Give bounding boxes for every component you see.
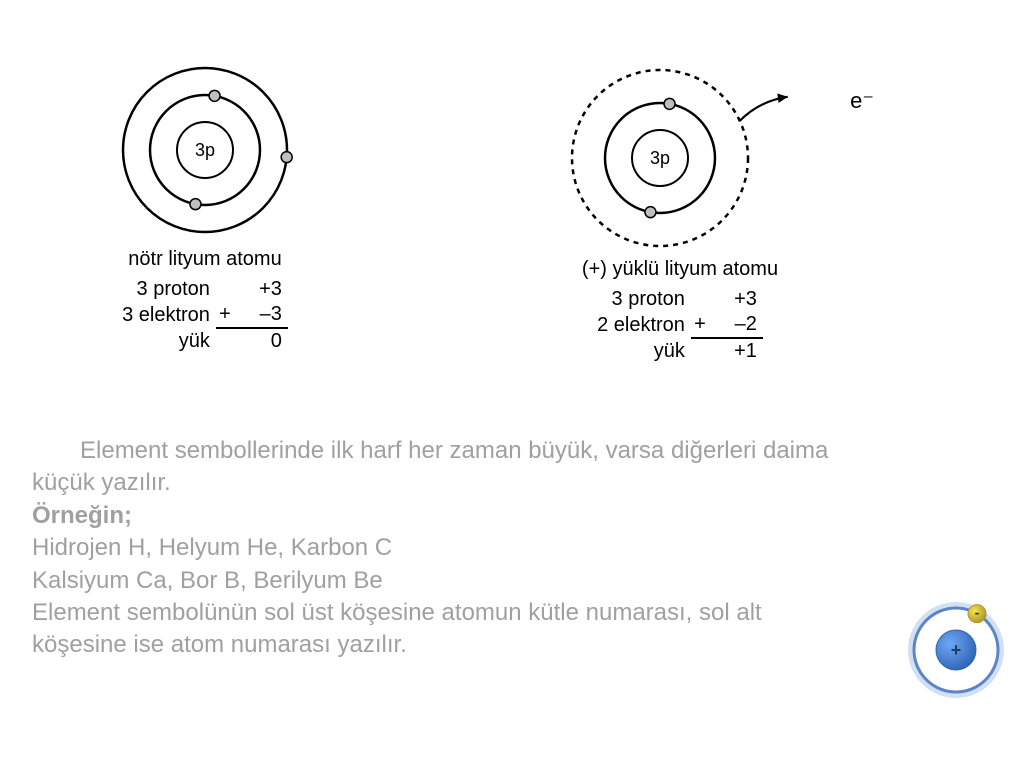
calc-label: 3 proton [122, 277, 216, 302]
calc-value: +3 [715, 287, 763, 312]
calc-result-label: yük [122, 328, 216, 354]
svg-text:3p: 3p [650, 148, 670, 168]
calc-label: 3 elektron [122, 302, 216, 328]
calc-value: –3 [240, 302, 288, 328]
calc-value: –2 [715, 312, 763, 338]
text-mass-atomic-note: Element sembolünün sol üst köşesine atom… [32, 597, 852, 662]
cation-lithium-caption: (+) yüklü lityum atomu [582, 258, 778, 281]
cation-lithium-diagram: 3p [550, 60, 810, 250]
text-examples-2: Kalsiyum Ca, Bor B, Berilyum Be [32, 565, 852, 597]
slide: 3p nötr lityum atomu 3 proton +3 3 elekt… [0, 0, 1024, 768]
corner-atom-icon: +- [906, 598, 1006, 698]
calc-result-label: yük [597, 338, 691, 364]
calc-rule [691, 338, 715, 364]
calc-op [216, 277, 240, 302]
calc-label: 3 proton [597, 287, 691, 312]
explanation-text: Element sembollerinde ilk harf her zaman… [32, 435, 852, 662]
cation-lithium-calc: 3 proton +3 2 elektron + –2 yük +1 [597, 287, 763, 364]
calc-op [691, 287, 715, 312]
leaving-electron-label: e⁻ [850, 88, 874, 114]
calc-rule [216, 328, 240, 354]
neutral-lithium-caption: nötr lityum atomu [128, 248, 281, 271]
calc-result-value: +1 [715, 338, 763, 364]
calc-value: +3 [240, 277, 288, 302]
text-ornegin: Örneğin; [32, 500, 852, 532]
calc-op: + [216, 302, 240, 328]
svg-text:+: + [951, 640, 962, 660]
neutral-lithium-column: 3p nötr lityum atomu 3 proton +3 3 elekt… [40, 60, 370, 380]
text-examples-1: Hidrojen H, Helyum He, Karbon C [32, 532, 852, 564]
calc-op: + [691, 312, 715, 338]
cation-lithium-column: 3p e⁻ (+) yüklü lityum atomu 3 proton +3… [490, 60, 870, 380]
neutral-lithium-diagram: 3p [100, 60, 310, 240]
atom-diagrams: 3p nötr lityum atomu 3 proton +3 3 elekt… [30, 60, 990, 380]
calc-label: 2 elektron [597, 312, 691, 338]
svg-text:-: - [975, 605, 980, 621]
text-rule: Element sembollerinde ilk harf her zaman… [32, 435, 852, 500]
neutral-lithium-calc: 3 proton +3 3 elektron + –3 yük 0 [122, 277, 288, 354]
calc-result-value: 0 [240, 328, 288, 354]
svg-text:3p: 3p [195, 140, 215, 160]
